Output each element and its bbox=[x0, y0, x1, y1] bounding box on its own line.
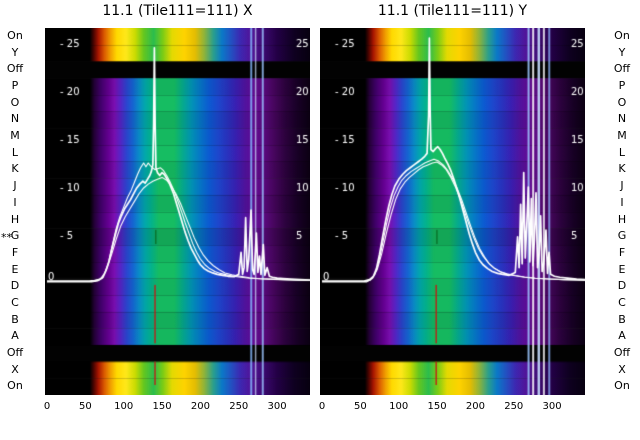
x-tick-label: 200 bbox=[465, 401, 485, 412]
row-label-off-19: Off bbox=[6, 345, 24, 359]
row-label-off-2: Off bbox=[613, 62, 631, 76]
row-label-off-19: Off bbox=[613, 345, 631, 359]
row-label-g-12: G bbox=[617, 229, 627, 243]
row-label-k-8: K bbox=[11, 162, 19, 176]
heatmap-panel-y bbox=[320, 28, 585, 395]
row-label-p-3: P bbox=[618, 79, 626, 93]
row-label-b-17: B bbox=[11, 312, 19, 326]
x-tick-label: 300 bbox=[267, 401, 287, 412]
row-label-k-8: K bbox=[618, 162, 626, 176]
row-label-b-17: B bbox=[618, 312, 626, 326]
row-label-on-0: On bbox=[614, 29, 630, 42]
row-label-off-2: Off bbox=[6, 62, 24, 76]
row-label-l-7: L bbox=[11, 145, 19, 159]
row-label-j-9: J bbox=[13, 179, 17, 193]
row-label-x-20: X bbox=[618, 362, 626, 376]
row-label-p-3: P bbox=[11, 79, 19, 93]
row-label-d-15: D bbox=[10, 279, 20, 293]
row-labels-left: On Y Off P O N M L K J I H G F E D C B A Off X On bbox=[0, 28, 30, 395]
x-tick-label: 250 bbox=[229, 401, 249, 412]
x-tick-label: 50 bbox=[78, 401, 92, 412]
row-label-e-14: E bbox=[618, 262, 626, 276]
row-label-i-10: I bbox=[13, 195, 17, 209]
x-tick-label: 100 bbox=[114, 401, 134, 412]
row-label-n-5: N bbox=[10, 112, 20, 126]
row-label-o-4: O bbox=[617, 95, 627, 109]
x-tick-label: 150 bbox=[427, 401, 447, 412]
row-label-h-11: H bbox=[617, 212, 627, 226]
heatmap-panel-x bbox=[45, 28, 310, 395]
row-label-on-21: On bbox=[614, 379, 630, 393]
row-label-m-6: M bbox=[617, 129, 627, 143]
row-label-a-18: A bbox=[618, 329, 626, 343]
panel-title-y: 11.1 (Tile111=111) Y bbox=[377, 3, 528, 19]
x-axis-right: 0 50 100 150 200 250 300 bbox=[318, 401, 585, 415]
row-label-d-15: D bbox=[617, 279, 627, 293]
x-tick-label: 0 bbox=[318, 401, 326, 412]
row-label-c-16: C bbox=[11, 295, 19, 309]
row-label-on-0: On bbox=[7, 29, 23, 42]
row-label-on-21: On bbox=[7, 379, 23, 393]
row-label-o-4: O bbox=[10, 95, 20, 109]
row-marker: ** bbox=[1, 231, 12, 244]
row-label-y-1: Y bbox=[618, 45, 626, 59]
row-label-c-16: C bbox=[618, 295, 626, 309]
row-label-m-6: M bbox=[10, 129, 20, 143]
row-label-f-13: F bbox=[618, 245, 626, 259]
x-tick-label: 150 bbox=[152, 401, 172, 412]
row-label-e-14: E bbox=[11, 262, 19, 276]
x-tick-label: 300 bbox=[542, 401, 562, 412]
row-labels-right: On Y Off P O N M L K J I H G F E D C B A Off X On bbox=[607, 28, 637, 395]
x-tick-label: 200 bbox=[190, 401, 210, 412]
x-tick-label: 250 bbox=[504, 401, 524, 412]
row-label-y-1: Y bbox=[11, 45, 19, 59]
row-label-f-13: F bbox=[11, 245, 19, 259]
x-tick-label: 0 bbox=[43, 401, 51, 412]
row-label-j-9: J bbox=[620, 179, 624, 193]
row-label-l-7: L bbox=[618, 145, 626, 159]
x-tick-label: 100 bbox=[389, 401, 409, 412]
row-label-n-5: N bbox=[617, 112, 627, 126]
x-tick-label: 50 bbox=[353, 401, 367, 412]
x-axis-left: 0 50 100 150 200 250 300 bbox=[43, 401, 310, 415]
row-label-i-10: I bbox=[620, 195, 624, 209]
row-label-a-18: A bbox=[11, 329, 19, 343]
row-label-h-11: H bbox=[10, 212, 20, 226]
row-label-g-12: G bbox=[10, 229, 20, 243]
panel-title-x: 11.1 (Tile111=111) X bbox=[102, 3, 253, 19]
row-label-x-20: X bbox=[11, 362, 19, 376]
